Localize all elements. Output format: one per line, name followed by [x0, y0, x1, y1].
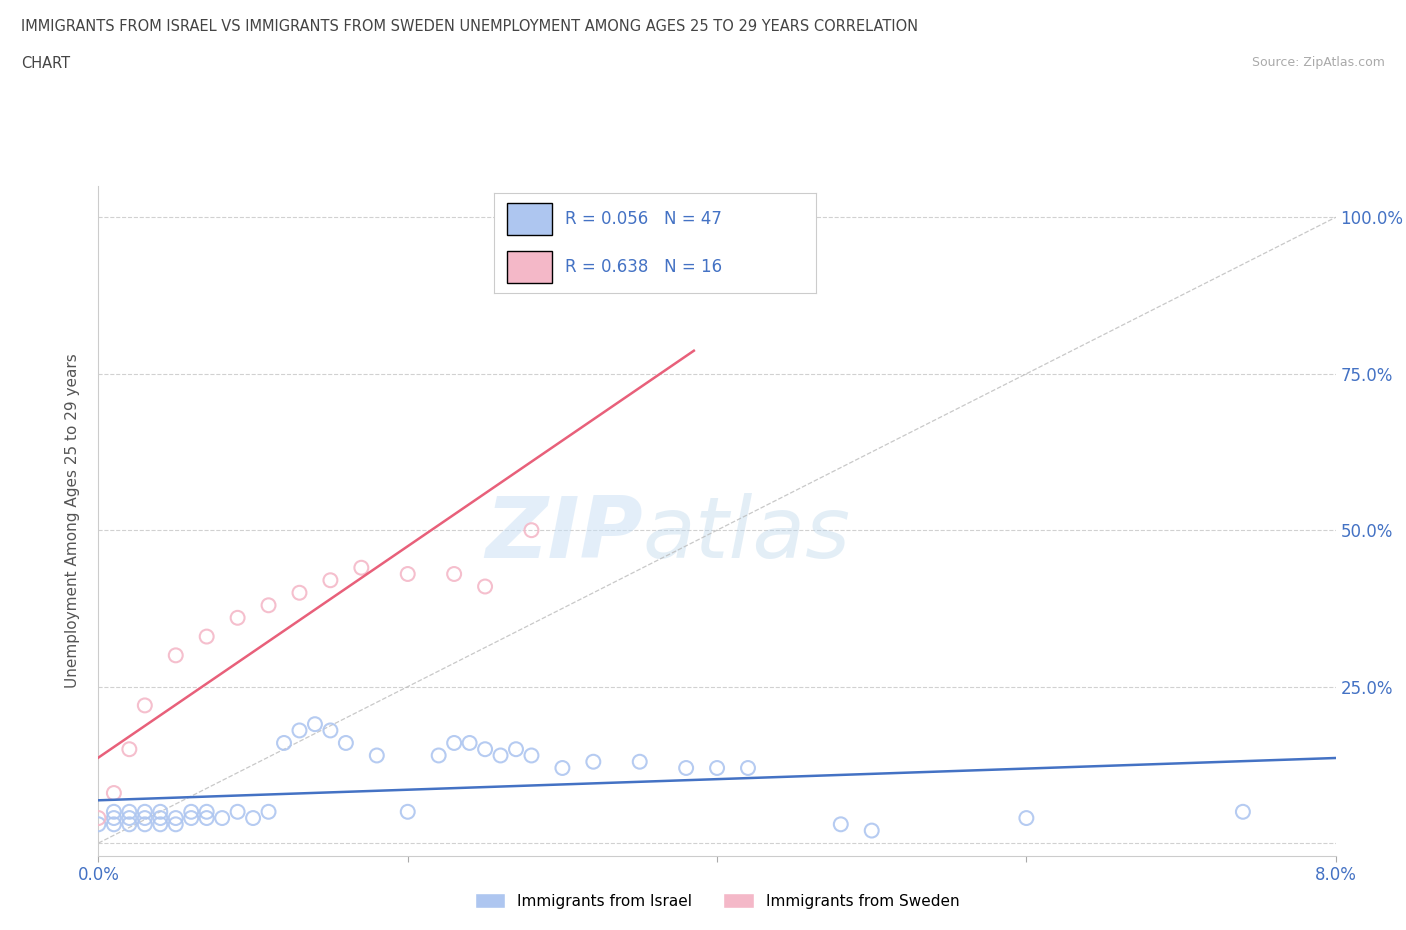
Point — [257, 804, 280, 819]
Point — [118, 817, 141, 831]
Point — [443, 736, 465, 751]
Point — [675, 761, 697, 776]
Point — [242, 811, 264, 826]
Point — [257, 598, 280, 613]
Point — [149, 804, 172, 819]
Point — [319, 723, 342, 737]
Point — [443, 566, 465, 581]
Point — [134, 811, 156, 826]
Point — [489, 748, 512, 763]
Point — [628, 754, 651, 769]
Point — [134, 817, 156, 831]
Point — [149, 817, 172, 831]
Point — [830, 817, 852, 831]
Point — [860, 823, 883, 838]
Point — [288, 723, 311, 737]
Point — [628, 266, 651, 281]
Point — [103, 804, 125, 819]
Point — [551, 761, 574, 776]
Point — [366, 748, 388, 763]
Point — [195, 629, 218, 644]
Point — [304, 717, 326, 732]
Point — [474, 579, 496, 594]
Point — [226, 610, 249, 625]
Point — [273, 736, 295, 751]
Point — [335, 736, 357, 751]
Point — [118, 742, 141, 757]
Point — [165, 811, 187, 826]
Point — [520, 523, 543, 538]
Point — [180, 811, 202, 826]
Point — [103, 786, 125, 801]
Point — [319, 573, 342, 588]
Point — [134, 804, 156, 819]
Point — [118, 811, 141, 826]
Y-axis label: Unemployment Among Ages 25 to 29 years: Unemployment Among Ages 25 to 29 years — [65, 353, 80, 688]
Point — [396, 804, 419, 819]
Text: CHART: CHART — [21, 56, 70, 71]
Point — [195, 811, 218, 826]
Point — [520, 748, 543, 763]
Point — [165, 648, 187, 663]
Point — [134, 698, 156, 713]
Point — [165, 817, 187, 831]
Point — [474, 742, 496, 757]
Point — [211, 811, 233, 826]
Point — [87, 817, 110, 831]
Point — [195, 804, 218, 819]
Point — [350, 560, 373, 575]
Point — [103, 817, 125, 831]
Point — [288, 585, 311, 600]
Point — [180, 804, 202, 819]
Point — [118, 804, 141, 819]
Text: IMMIGRANTS FROM ISRAEL VS IMMIGRANTS FROM SWEDEN UNEMPLOYMENT AMONG AGES 25 TO 2: IMMIGRANTS FROM ISRAEL VS IMMIGRANTS FRO… — [21, 19, 918, 33]
Point — [149, 811, 172, 826]
Point — [396, 566, 419, 581]
Point — [706, 761, 728, 776]
Point — [1232, 804, 1254, 819]
Point — [1015, 811, 1038, 826]
Point — [427, 748, 450, 763]
Point — [103, 811, 125, 826]
Text: ZIP: ZIP — [485, 493, 643, 576]
Point — [458, 736, 481, 751]
Point — [737, 761, 759, 776]
Text: Source: ZipAtlas.com: Source: ZipAtlas.com — [1251, 56, 1385, 69]
Point — [226, 804, 249, 819]
Point — [87, 811, 110, 826]
Legend: Immigrants from Israel, Immigrants from Sweden: Immigrants from Israel, Immigrants from … — [468, 886, 966, 915]
Point — [505, 742, 527, 757]
Point — [582, 754, 605, 769]
Text: atlas: atlas — [643, 493, 851, 576]
